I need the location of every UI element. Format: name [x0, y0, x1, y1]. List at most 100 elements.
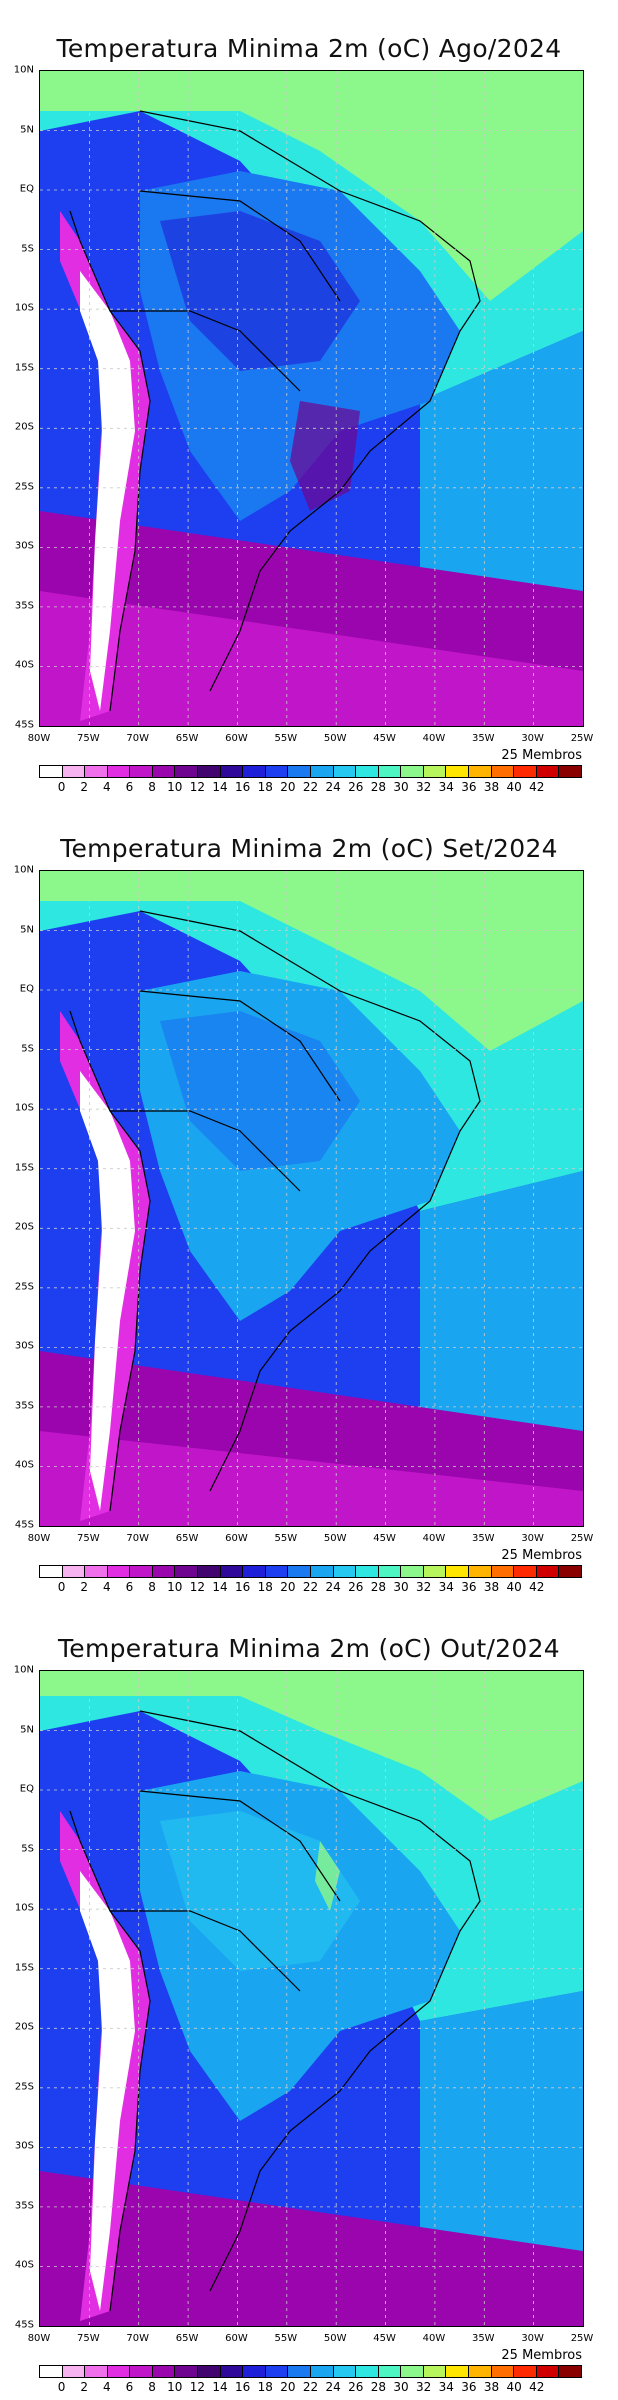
lat-tick-label: EQ: [19, 183, 34, 195]
colorbar-tick-label: 34: [438, 1580, 454, 1594]
lon-tick-label: 50W: [323, 2333, 347, 2344]
colorbar-swatch: [62, 1566, 86, 1577]
lat-tick-label: EQ: [19, 983, 34, 995]
colorbar-tick-label: 16: [234, 2380, 251, 2394]
colorbar-swatch: [198, 766, 221, 777]
colorbar-swatch: [356, 1566, 379, 1577]
colorbar-tick-label: 14: [212, 1580, 228, 1594]
map-graphic: [40, 871, 583, 1526]
colorbar-swatch: [62, 766, 86, 777]
lat-tick-label: 25S: [14, 1281, 34, 1293]
colorbar-swatch: [243, 2366, 266, 2377]
colorbar-swatch: [152, 1566, 176, 1577]
colorbar-tick-label: 22: [302, 780, 319, 794]
lat-tick-label: EQ: [19, 1783, 34, 1795]
colorbar-swatch: [446, 1566, 469, 1577]
colorbar-tick-label: 30: [393, 2380, 409, 2394]
panel-title: Temperatura Minima 2m (oC) Ago/2024: [56, 34, 562, 63]
members-label: 25 Membros: [501, 2348, 582, 2363]
colorbar-tick-label: 30: [393, 1580, 409, 1594]
colorbar-swatch: [107, 2366, 131, 2377]
members-label: 25 Membros: [501, 1548, 582, 1563]
colorbar-swatch: [356, 2366, 379, 2377]
colorbar-tick-label: 16: [234, 780, 251, 794]
lon-tick-label: 40W: [422, 2333, 446, 2344]
members-label: 25 Membros: [501, 748, 582, 763]
lon-tick-label: 60W: [225, 1533, 248, 1544]
lat-tick-label: 10S: [14, 1102, 34, 1114]
colorbar-tick-label: 36: [461, 2380, 477, 2394]
colorbar-tick-label: 32: [415, 1580, 432, 1594]
colorbar-swatch: [401, 2366, 424, 2377]
lon-tick-label: 35W: [471, 2333, 495, 2344]
colorbar-tick-label: 4: [103, 2380, 111, 2394]
colorbar-swatch: [356, 766, 379, 777]
lon-tick-label: 70W: [126, 2333, 150, 2344]
panel-title: Temperatura Minima 2m (oC) Set/2024: [60, 834, 558, 863]
colorbar-tick-label: 20: [280, 1580, 296, 1594]
colorbar-swatch: [401, 766, 424, 777]
map-graphic: [40, 1671, 583, 2326]
lon-tick-label: 25W: [570, 1533, 594, 1544]
colorbar-swatch: [310, 1566, 334, 1577]
lat-tick-label: 5S: [21, 1843, 34, 1855]
lat-tick-label: 40S: [14, 2259, 34, 2271]
map-panel-ago: Temperatura Minima 2m (oC) Ago/2024: [0, 0, 618, 800]
map-panel-out: Temperatura Minima 2m (oC) Out/2024: [0, 1600, 618, 2400]
colorbar-tick-label: 38: [483, 780, 500, 794]
lon-tick-label: 35W: [471, 733, 495, 744]
colorbar-swatch: [333, 2366, 357, 2377]
colorbar-tick-label: 12: [189, 1580, 206, 1594]
colorbar-tick-label: 24: [325, 780, 341, 794]
colorbar-tick-label: 8: [148, 2380, 156, 2394]
lat-tick-label: 15S: [14, 1962, 34, 1974]
colorbar-tick-label: 18: [257, 780, 273, 794]
colorbar-tick-label: 6: [125, 2380, 134, 2394]
lon-tick-label: 40W: [422, 733, 446, 744]
colorbar-tick-label: 8: [148, 780, 156, 794]
lon-tick-label: 65W: [175, 1533, 199, 1544]
colorbar-swatch: [536, 766, 560, 777]
colorbar-tick-label: 8: [148, 1580, 156, 1594]
colorbar-swatch: [536, 1566, 560, 1577]
lon-tick-label: 50W: [323, 733, 347, 744]
colorbar-tick-label: 22: [302, 1580, 319, 1594]
colorbar-swatch: [198, 1566, 221, 1577]
colorbar-tick-label: 4: [103, 780, 111, 794]
colorbar-swatch: [243, 766, 266, 777]
colorbar-tick-label: 22: [302, 2380, 319, 2394]
colorbar-tick-label: 40: [506, 2380, 522, 2394]
lon-tick-label: 75W: [77, 1533, 100, 1544]
colorbar-swatch: [468, 1566, 492, 1577]
lat-tick-label: 25S: [14, 481, 34, 493]
colorbar-swatch: [423, 766, 447, 777]
colorbar-swatch: [446, 766, 469, 777]
lon-tick-label: 65W: [175, 2333, 199, 2344]
colorbar-swatch: [378, 766, 402, 777]
colorbar-swatch: [288, 766, 311, 777]
colorbar-tick-label: 18: [257, 2380, 273, 2394]
colorbar-tick-label: 38: [483, 1580, 500, 1594]
colorbar-tick-label: 28: [370, 2380, 387, 2394]
colorbar-tick-label: 20: [280, 780, 296, 794]
colorbar-swatch: [85, 1566, 108, 1577]
colorbar-ticks: 0 2 4 6 8 10 12 14 16 18 20 22 24 26 28 30 32 34 36 38 40 42: [39, 1580, 582, 1596]
colorbar-tick-label: 10: [167, 1580, 183, 1594]
lon-tick-label: 60W: [225, 2333, 248, 2344]
colorbar-swatch: [152, 766, 176, 777]
colorbar-tick-label: 40: [506, 1580, 522, 1594]
lon-tick-label: 75W: [77, 733, 100, 744]
lat-tick-label: 10N: [13, 864, 34, 876]
colorbar-tick-label: 34: [438, 2380, 454, 2394]
colorbar-swatch: [130, 2366, 153, 2377]
lat-tick-label: 5S: [21, 1043, 34, 1055]
colorbar-swatch: [265, 1566, 289, 1577]
colorbar-swatch: [288, 2366, 311, 2377]
colorbar-swatch: [220, 1566, 244, 1577]
lat-tick-label: 40S: [14, 659, 34, 671]
colorbar-swatch: [423, 1566, 447, 1577]
lat-tick-label: 10S: [14, 302, 34, 314]
colorbar-swatch: [559, 766, 581, 777]
lon-tick-label: 30W: [521, 733, 544, 744]
lon-tick-label: 65W: [175, 733, 199, 744]
